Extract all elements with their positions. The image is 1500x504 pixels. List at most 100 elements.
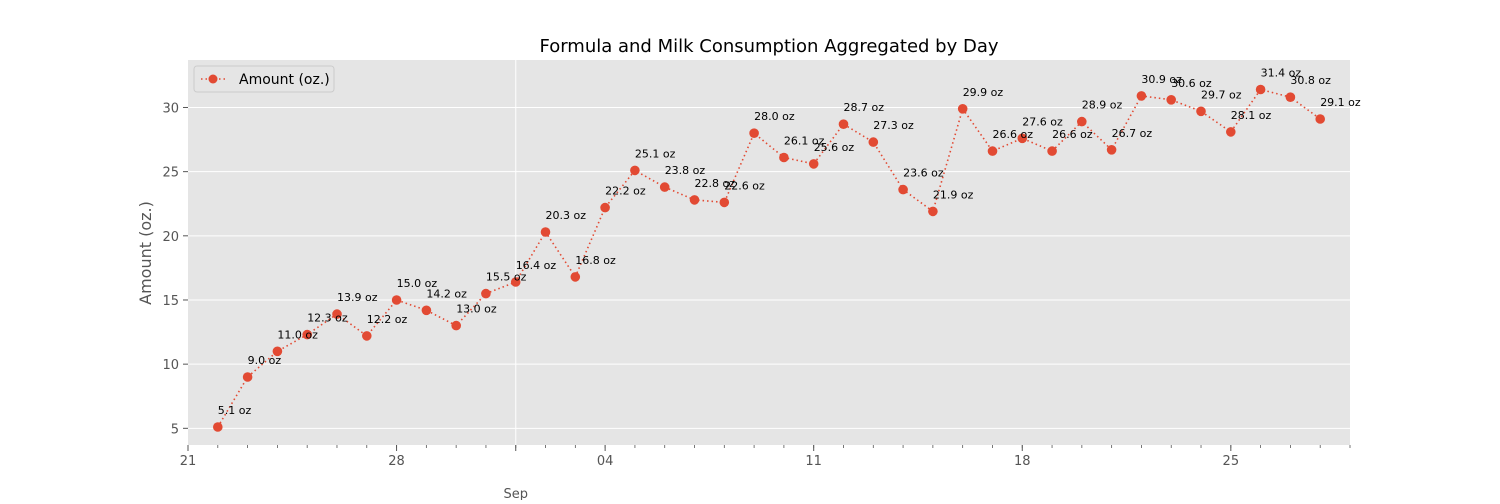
- data-label: 11.0 oz: [277, 328, 318, 341]
- y-tick-label: 20: [162, 230, 179, 245]
- data-point: [1166, 95, 1176, 105]
- y-tick-label: 5: [171, 422, 179, 437]
- data-point: [1017, 133, 1028, 144]
- data-label: 9.0 oz: [248, 354, 282, 367]
- data-label: 21.9 oz: [933, 188, 974, 201]
- series-line: [217, 88, 1321, 428]
- data-label: 31.4 oz: [1261, 67, 1302, 80]
- data-point: [332, 309, 342, 319]
- data-point: [1077, 116, 1087, 127]
- data-label: 15.5 oz: [486, 271, 527, 284]
- legend-marker: [208, 74, 218, 84]
- data-label: 26.6 oz: [1052, 128, 1093, 141]
- y-tick-label: 25: [162, 166, 179, 181]
- grid-layer: [188, 60, 1350, 445]
- x-month-label: Sep: [503, 487, 528, 500]
- plot-area: [188, 60, 1350, 445]
- data-point: [779, 152, 789, 163]
- x-tick-label: 25: [1223, 454, 1240, 469]
- data-label: 28.7 oz: [844, 101, 885, 114]
- data-point: [1047, 146, 1057, 156]
- data-point: [362, 331, 372, 341]
- data-point: [302, 329, 313, 340]
- data-label: 28.0 oz: [754, 110, 795, 123]
- data-point: [749, 128, 759, 138]
- data-point: [481, 288, 491, 299]
- data-label: 13.9 oz: [337, 291, 378, 304]
- data-point: [510, 277, 521, 287]
- data-label: 28.9 oz: [1082, 99, 1123, 112]
- data-label: 20.3 oz: [546, 209, 587, 222]
- legend-box: [193, 65, 335, 93]
- data-label: 26.7 oz: [1112, 127, 1153, 140]
- data-point: [1196, 106, 1206, 117]
- data-point: [570, 272, 581, 282]
- data-label: 28.1 oz: [1231, 109, 1272, 122]
- data-label: 26.6 oz: [993, 128, 1034, 141]
- data-point: [421, 305, 432, 316]
- data-point: [213, 422, 223, 432]
- x-tick-label: 18: [1014, 454, 1031, 469]
- y-tick-label: 15: [162, 294, 179, 309]
- data-point: [1106, 145, 1117, 155]
- data-point: [1315, 114, 1325, 124]
- data-label: 25.6 oz: [814, 141, 855, 154]
- x-tick-label: 04: [597, 454, 614, 469]
- data-label: 27.3 oz: [873, 119, 914, 132]
- data-label: 23.6 oz: [903, 167, 944, 180]
- data-point: [242, 372, 253, 382]
- data-point: [987, 146, 998, 156]
- y-axis-label: Amount (oz.): [136, 201, 155, 305]
- data-point: [1136, 91, 1147, 101]
- data-label: 29.9 oz: [963, 86, 1004, 99]
- data-label: 22.6 oz: [724, 179, 765, 192]
- data-label: 30.9 oz: [1141, 73, 1182, 86]
- data-label: 5.1 oz: [218, 404, 252, 417]
- data-point: [391, 295, 402, 305]
- x-tick-label: 28: [388, 454, 405, 469]
- data-point: [540, 227, 551, 237]
- y-tick-label: 10: [162, 358, 179, 373]
- legend: Amount (oz.): [193, 65, 335, 93]
- data-label: 22.8 oz: [695, 177, 736, 190]
- data-label: 23.8 oz: [665, 164, 706, 177]
- data-point: [1255, 84, 1266, 95]
- data-label: 29.1 oz: [1320, 96, 1361, 109]
- x-tick-label: 21: [180, 454, 197, 469]
- data-point: [898, 184, 908, 195]
- data-label: 16.8 oz: [575, 254, 616, 267]
- data-point: [1285, 92, 1296, 102]
- data-label: 14.2 oz: [426, 287, 467, 300]
- data-point: [957, 104, 968, 114]
- data-point: [928, 206, 938, 217]
- data-point: [1226, 127, 1236, 137]
- data-label: 12.2 oz: [367, 313, 408, 326]
- data-label: 30.6 oz: [1171, 77, 1212, 90]
- data-label: 13.0 oz: [456, 303, 497, 316]
- data-point: [689, 195, 700, 205]
- data-label: 16.4 oz: [516, 259, 557, 272]
- data-label: 30.8 oz: [1290, 74, 1331, 87]
- data-point: [719, 197, 730, 208]
- data-point: [868, 137, 879, 147]
- data-label: 26.1 oz: [784, 135, 825, 148]
- data-point: [600, 202, 610, 213]
- chart-title: Formula and Milk Consumption Aggregated …: [539, 36, 998, 57]
- data-point: [272, 346, 283, 357]
- data-label: 22.2 oz: [605, 185, 646, 198]
- series-layer: [213, 84, 1325, 432]
- legend-entry-label: Amount (oz.): [239, 72, 330, 88]
- data-label: 12.3 oz: [307, 312, 348, 325]
- data-point: [808, 159, 819, 169]
- data-point: [451, 320, 462, 331]
- data-point: [659, 182, 670, 192]
- x-tick-label: 11: [805, 454, 822, 469]
- data-label: 25.1 oz: [635, 147, 676, 160]
- y-tick-label: 30: [162, 101, 179, 116]
- data-label: 15.0 oz: [397, 277, 438, 290]
- data-point: [838, 119, 849, 129]
- data-label: 27.6 oz: [1022, 115, 1063, 128]
- data-point: [630, 165, 640, 176]
- data-label: 29.7 oz: [1201, 88, 1242, 101]
